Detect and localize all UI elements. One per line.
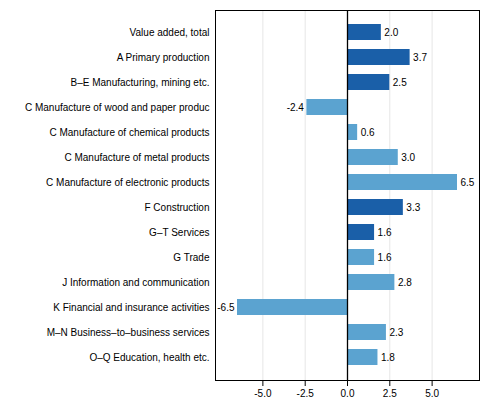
svg-text:0.6: 0.6 <box>361 127 375 138</box>
svg-text:0.0: 0.0 <box>341 388 355 399</box>
svg-text:2.0: 2.0 <box>384 27 398 38</box>
svg-text:2.8: 2.8 <box>398 277 412 288</box>
svg-text:F Construction: F Construction <box>144 202 209 213</box>
svg-text:1.6: 1.6 <box>378 252 392 263</box>
svg-text:Value added, total: Value added, total <box>130 27 210 38</box>
svg-text:2.3: 2.3 <box>389 327 403 338</box>
svg-text:C Manufacture of electronic pr: C Manufacture of electronic products <box>46 177 209 188</box>
svg-text:A Primary production: A Primary production <box>117 52 210 63</box>
svg-text:K Financial and insurance acti: K Financial and insurance activities <box>53 302 209 313</box>
svg-text:C Manufacture of metal product: C Manufacture of metal products <box>64 152 209 163</box>
svg-text:-6.5: -6.5 <box>217 302 235 313</box>
svg-text:J Information and communicatio: J Information and communication <box>62 277 209 288</box>
svg-text:3.7: 3.7 <box>413 52 427 63</box>
svg-text:-2.5: -2.5 <box>297 388 315 399</box>
svg-text:C Manufacture of chemical prod: C Manufacture of chemical products <box>49 127 209 138</box>
svg-text:1.8: 1.8 <box>381 352 395 363</box>
svg-text:G Trade: G Trade <box>173 252 210 263</box>
svg-text:C Manufacture of wood and pape: C Manufacture of wood and paper produc <box>25 102 210 113</box>
svg-text:-2.4: -2.4 <box>287 102 305 113</box>
svg-text:O–Q Education, health etc.: O–Q Education, health etc. <box>89 352 209 363</box>
svg-text:2.5: 2.5 <box>393 77 407 88</box>
svg-text:1.6: 1.6 <box>378 227 392 238</box>
svg-text:3.3: 3.3 <box>406 202 420 213</box>
svg-text:G–T Services: G–T Services <box>149 227 209 238</box>
svg-text:M–N Business–to–business servi: M–N Business–to–business services <box>47 327 210 338</box>
svg-text:6.5: 6.5 <box>461 177 475 188</box>
svg-text:2.5: 2.5 <box>383 388 397 399</box>
svg-text:5.0: 5.0 <box>425 388 439 399</box>
svg-text:3.0: 3.0 <box>401 152 415 163</box>
svg-text:B–E Manufacturing, mining etc.: B–E Manufacturing, mining etc. <box>71 77 210 88</box>
svg-text:-5.0: -5.0 <box>254 388 272 399</box>
